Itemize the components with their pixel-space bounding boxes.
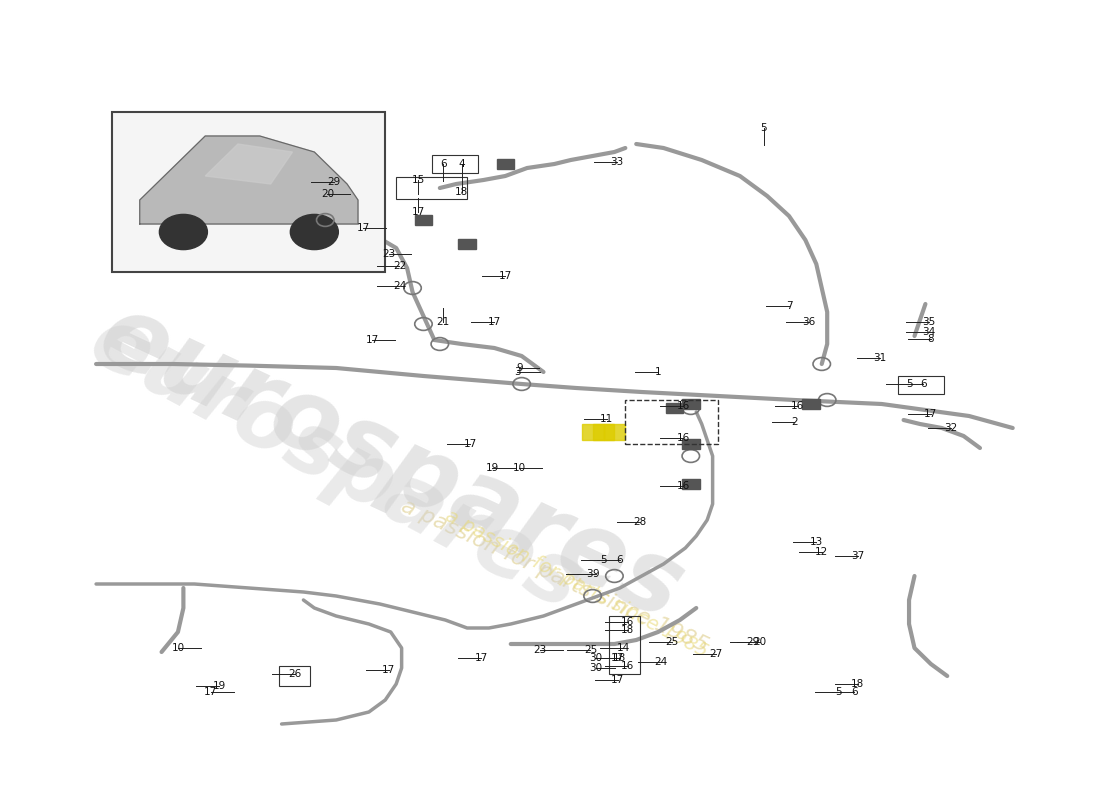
- Text: 17: 17: [204, 687, 218, 697]
- Bar: [279, 666, 310, 686]
- Text: 37: 37: [851, 551, 865, 561]
- Bar: [682, 399, 700, 409]
- Text: 16: 16: [676, 401, 690, 410]
- Text: 17: 17: [382, 666, 395, 675]
- Text: 29: 29: [328, 178, 341, 187]
- Text: 16: 16: [676, 481, 690, 490]
- Text: 14: 14: [616, 643, 630, 653]
- Text: 23: 23: [534, 645, 547, 654]
- Bar: [604, 424, 625, 440]
- Text: 30: 30: [590, 663, 603, 673]
- Text: 33: 33: [610, 158, 624, 167]
- Text: 17: 17: [464, 439, 477, 449]
- Text: 21: 21: [437, 317, 450, 326]
- Text: 7: 7: [785, 302, 792, 311]
- Text: 19: 19: [485, 463, 498, 473]
- Text: 9: 9: [516, 363, 522, 373]
- Text: 15: 15: [411, 175, 425, 185]
- Text: 17: 17: [411, 207, 425, 217]
- Text: 5: 5: [835, 687, 842, 697]
- Bar: [609, 616, 639, 674]
- Bar: [459, 239, 476, 249]
- Text: 30: 30: [590, 653, 603, 662]
- Bar: [593, 424, 615, 440]
- Text: 1: 1: [654, 367, 661, 377]
- Text: 18: 18: [620, 626, 634, 635]
- Text: 25: 25: [666, 637, 679, 646]
- Text: 20: 20: [754, 637, 766, 646]
- Text: 6: 6: [851, 687, 858, 697]
- Text: 10: 10: [172, 643, 185, 653]
- Text: 8: 8: [927, 334, 934, 344]
- Text: 18: 18: [613, 653, 627, 662]
- Bar: [682, 439, 700, 449]
- Text: 16: 16: [620, 661, 634, 670]
- Text: eurospares: eurospares: [84, 286, 697, 642]
- FancyBboxPatch shape: [112, 112, 385, 272]
- Text: 24: 24: [654, 658, 668, 667]
- Text: 6: 6: [920, 379, 926, 389]
- Text: 34: 34: [922, 327, 935, 337]
- Circle shape: [290, 214, 339, 250]
- Text: 17: 17: [475, 653, 488, 662]
- Text: 18: 18: [455, 187, 469, 197]
- Text: 17: 17: [612, 653, 625, 662]
- Text: 22: 22: [393, 261, 406, 270]
- Text: 6: 6: [617, 555, 624, 565]
- Text: 17: 17: [487, 317, 500, 326]
- Text: 4: 4: [459, 159, 465, 169]
- Text: 31: 31: [873, 354, 887, 363]
- Text: 5: 5: [601, 555, 607, 565]
- Text: 12: 12: [815, 547, 828, 557]
- Text: 35: 35: [922, 317, 935, 326]
- Text: 23: 23: [382, 250, 395, 259]
- Text: 16: 16: [620, 618, 634, 627]
- Text: 28: 28: [632, 517, 646, 526]
- Text: 32: 32: [944, 423, 957, 433]
- Text: 29: 29: [747, 637, 760, 646]
- Bar: [396, 177, 468, 199]
- Text: 3: 3: [514, 367, 520, 377]
- Text: 5: 5: [760, 123, 767, 133]
- Text: 9: 9: [593, 569, 600, 578]
- Text: a passion for parts since 1985: a passion for parts since 1985: [398, 496, 711, 656]
- Bar: [802, 399, 820, 409]
- Text: eurospares: eurospares: [76, 299, 596, 629]
- Text: 17: 17: [612, 675, 625, 685]
- Text: 10: 10: [513, 463, 526, 473]
- Text: a passion for parts since 1985: a passion for parts since 1985: [442, 506, 711, 662]
- Polygon shape: [206, 144, 293, 184]
- Text: 17: 17: [498, 271, 512, 281]
- Bar: [666, 403, 683, 413]
- Text: 16: 16: [676, 433, 690, 442]
- Text: 25: 25: [584, 645, 597, 654]
- Text: 5: 5: [905, 379, 912, 389]
- Text: 11: 11: [601, 414, 614, 424]
- Polygon shape: [140, 136, 358, 224]
- Text: 26: 26: [288, 669, 301, 678]
- Text: 20: 20: [321, 189, 334, 198]
- Bar: [496, 159, 514, 169]
- Text: 17: 17: [365, 335, 378, 345]
- Text: 3: 3: [586, 569, 593, 578]
- Bar: [415, 215, 432, 225]
- Text: 24: 24: [393, 282, 406, 291]
- Text: 17: 17: [924, 409, 937, 418]
- Text: 17: 17: [356, 223, 370, 233]
- Text: 16: 16: [791, 401, 804, 410]
- Text: 18: 18: [851, 679, 865, 689]
- Text: 27: 27: [710, 650, 723, 659]
- Circle shape: [160, 214, 208, 250]
- Text: 6: 6: [440, 159, 447, 169]
- Bar: [432, 155, 478, 173]
- Text: 36: 36: [802, 317, 815, 326]
- Text: 2: 2: [791, 418, 798, 427]
- Text: 19: 19: [212, 682, 226, 691]
- Bar: [582, 424, 604, 440]
- Bar: [625, 400, 718, 444]
- Bar: [898, 376, 944, 394]
- Text: 13: 13: [810, 538, 823, 547]
- Bar: [682, 479, 700, 489]
